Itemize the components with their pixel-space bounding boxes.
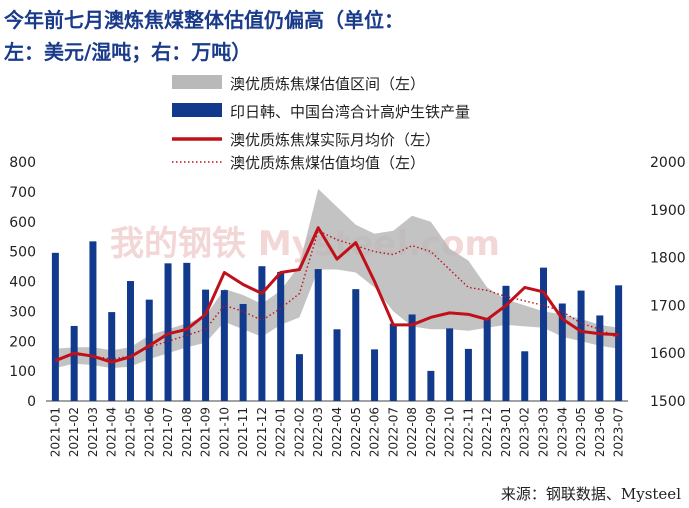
bar-2023-07 (615, 285, 623, 401)
right-tick-1500: 1500 (650, 394, 686, 410)
bar-2021-03 (89, 241, 97, 401)
right-tick-2000: 2000 (650, 155, 686, 171)
x-tick-2022-03: 2022-03 (311, 407, 325, 457)
right-tick-1600: 1600 (650, 346, 686, 362)
legend-swatch-bar (172, 103, 222, 117)
x-tick-2023-02: 2023-02 (518, 407, 532, 457)
x-tick-2021-11: 2021-11 (236, 407, 250, 457)
bar-2021-07 (164, 263, 172, 401)
x-tick-2022-06: 2022-06 (368, 407, 382, 457)
bar-2022-08 (408, 314, 416, 401)
bar-2023-01 (502, 285, 510, 401)
left-tick-700: 700 (9, 185, 36, 201)
left-tick-100: 100 (9, 364, 36, 380)
legend-swatch-band (172, 75, 222, 89)
bar-2023-02 (521, 351, 529, 401)
x-tick-2022-09: 2022-09 (424, 407, 438, 457)
source-note: 来源：钢联数据、Mysteel (500, 485, 681, 503)
actual-price-line (54, 226, 619, 364)
x-tick-2023-04: 2023-04 (555, 407, 569, 457)
x-tick-2022-02: 2022-02 (292, 407, 306, 457)
x-tick-2021-06: 2021-06 (142, 407, 156, 457)
bar-2021-08 (183, 262, 191, 401)
bar-2023-04 (558, 303, 566, 401)
x-tick-2022-07: 2022-07 (386, 407, 400, 457)
x-tick-2021-03: 2021-03 (86, 407, 100, 457)
x-tick-2021-05: 2021-05 (123, 407, 137, 457)
right-tick-1700: 1700 (650, 298, 686, 314)
legend-label-band: 澳优质炼焦煤估值区间（左） (230, 75, 425, 93)
bar-2022-03 (314, 269, 322, 401)
x-tick-2022-01: 2022-01 (274, 407, 288, 457)
bar-2021-04 (108, 312, 116, 401)
bar-2022-07 (389, 323, 397, 401)
x-tick-2021-04: 2021-04 (105, 407, 119, 457)
legend: 澳优质炼焦煤估值区间（左） 印日韩、中国台湾合计高炉生铁产量澳优质炼焦煤实际月均价… (172, 75, 470, 172)
x-tick-2021-02: 2021-02 (67, 407, 81, 457)
x-tick-2021-09: 2021-09 (199, 407, 213, 457)
bar-2022-05 (352, 289, 360, 401)
x-tick-2023-03: 2023-03 (537, 407, 551, 457)
bar-2023-06 (596, 315, 604, 401)
bar-2022-10 (446, 328, 454, 401)
bar-2023-05 (577, 290, 585, 401)
x-tick-2022-12: 2022-12 (480, 407, 494, 457)
legend-label-bar: 印日韩、中国台湾合计高炉生铁产量 (230, 103, 470, 121)
x-tick-2022-10: 2022-10 (443, 407, 457, 457)
x-tick-2022-05: 2022-05 (349, 407, 363, 457)
x-tick-2021-01: 2021-01 (48, 407, 62, 457)
x-tick-2022-11: 2022-11 (461, 407, 475, 457)
bar-2022-06 (371, 349, 379, 401)
bar-2022-04 (333, 329, 341, 401)
x-tick-2023-07: 2023-07 (612, 407, 626, 457)
right-tick-1900: 1900 (650, 203, 686, 219)
bar-2022-01 (277, 271, 285, 401)
left-tick-600: 600 (9, 215, 36, 231)
x-tick-2023-06: 2023-06 (593, 407, 607, 457)
bar-2022-09 (427, 370, 435, 401)
legend-label-line: 澳优质炼焦煤实际月均价（左） (230, 131, 440, 149)
left-tick-0: 0 (27, 394, 36, 410)
bar-2021-10 (220, 290, 228, 401)
bar-2021-11 (239, 303, 247, 401)
iron-output-bars (51, 241, 623, 401)
bar-2021-05 (126, 281, 134, 401)
left-tick-400: 400 (9, 275, 36, 291)
tick-labels: 0 100 200 300 400 500 600 700 800 1500 1600 1700 180… (9, 155, 685, 457)
left-tick-500: 500 (9, 245, 36, 261)
left-tick-800: 800 (9, 155, 36, 171)
bar-2023-03 (540, 267, 548, 401)
bar-2022-02 (295, 354, 303, 401)
x-tick-2023-05: 2023-05 (574, 407, 588, 457)
left-tick-300: 300 (9, 304, 36, 320)
x-tick-2021-10: 2021-10 (217, 407, 231, 457)
bar-2022-12 (483, 318, 491, 401)
x-tick-2021-08: 2021-08 (180, 407, 194, 457)
bar-2021-02 (70, 325, 78, 401)
chart-title-line-2: 左：美元/湿吨；右：万吨） (4, 40, 252, 64)
x-tick-2022-04: 2022-04 (330, 407, 344, 457)
bar-2021-12 (258, 266, 266, 401)
x-tick-2022-08: 2022-08 (405, 407, 419, 457)
x-tick-2023-01: 2023-01 (499, 407, 513, 457)
legend-label-dotted: 澳优质炼焦煤估值均值（左） (230, 154, 425, 172)
right-tick-1800: 1800 (650, 251, 686, 267)
x-tick-2021-07: 2021-07 (161, 407, 175, 457)
price-lines (54, 226, 619, 364)
chart-title-line-1: 今年前七月澳炼焦煤整体估值仍偏高（单位： (4, 8, 404, 32)
bar-2021-01 (51, 252, 59, 401)
bar-2021-06 (145, 299, 153, 401)
bar-2021-09 (202, 289, 210, 401)
bar-2022-11 (464, 348, 472, 401)
left-tick-200: 200 (9, 334, 36, 350)
x-tick-2021-12: 2021-12 (255, 407, 269, 457)
